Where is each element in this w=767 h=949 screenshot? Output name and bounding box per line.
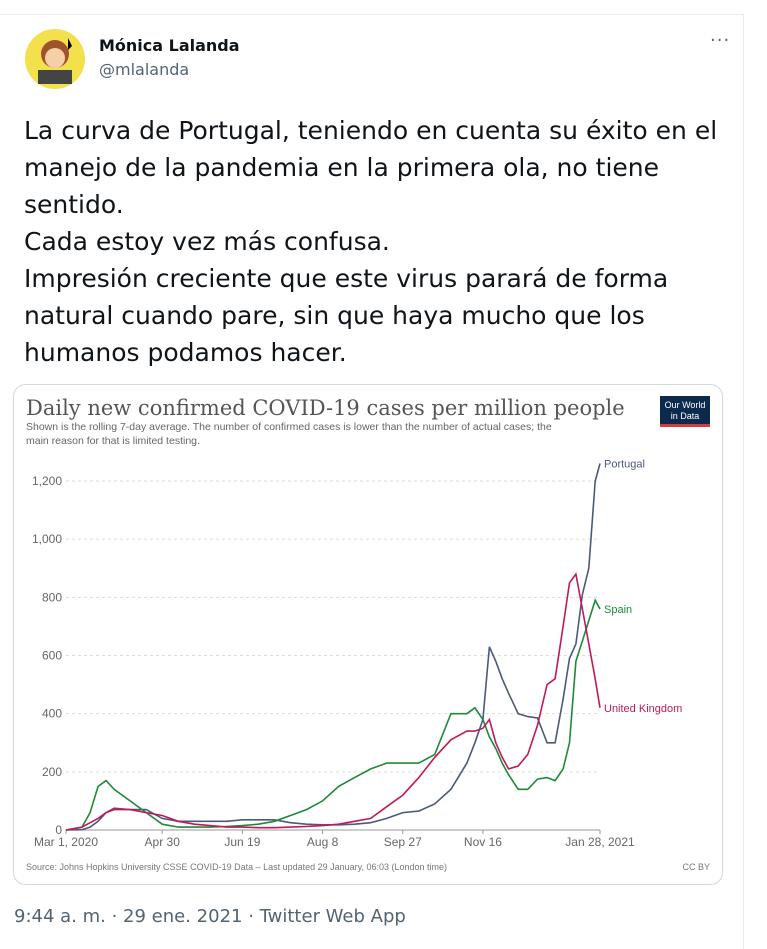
series-line xyxy=(65,572,601,831)
card-border xyxy=(13,384,723,885)
x-tick-label: Jun 19 xyxy=(224,835,260,849)
logo-text: in Data xyxy=(671,411,700,421)
y-tick-label: 600 xyxy=(42,649,62,663)
x-tick-label: Jan 28, 2021 xyxy=(565,835,635,849)
more-button[interactable]: ··· xyxy=(710,30,731,51)
logo xyxy=(660,424,710,427)
user-handle[interactable]: @mlalanda xyxy=(99,60,190,79)
x-tick-label: Aug 8 xyxy=(307,835,339,849)
series-label: Portugal xyxy=(604,459,645,471)
y-tick-label: 800 xyxy=(42,590,62,604)
tweet-paragraph: La curva de Portugal, teniendo en cuenta… xyxy=(24,116,718,219)
x-tick-label: Sep 27 xyxy=(384,835,422,849)
y-tick-label: 1,000 xyxy=(32,532,62,546)
series-label: Spain xyxy=(604,604,632,616)
chart-title: Daily new confirmed COVID-19 cases per m… xyxy=(26,396,625,420)
x-tick-label: Mar 1, 2020 xyxy=(34,835,98,849)
source: Source: Johns Hopkins University CSSE CO… xyxy=(26,862,447,872)
series-label: United Kingdom xyxy=(604,703,682,715)
user-name[interactable]: Mónica Lalanda xyxy=(99,36,240,55)
logo-text: Our World xyxy=(665,400,706,410)
avatar[interactable] xyxy=(24,28,86,90)
divider xyxy=(0,14,744,15)
tweet-paragraph: Cada estoy vez más confusa. xyxy=(24,227,390,256)
chart[interactable]: Daily new confirmed COVID-19 cases per m… xyxy=(13,384,724,886)
timestamp[interactable]: 9:44 a. m. · 29 ene. 2021 · Twitter Web … xyxy=(14,906,406,927)
license: CC BY xyxy=(682,862,710,872)
y-tick-label: 200 xyxy=(42,765,62,779)
chart-subtitle: Shown is the rolling 7-day average. The … xyxy=(26,421,552,433)
x-tick-label: Apr 30 xyxy=(145,835,181,849)
chart-subtitle: main reason for that is limited testing. xyxy=(26,435,200,447)
logo xyxy=(660,396,710,426)
series-line xyxy=(65,598,601,831)
y-tick-label: 0 xyxy=(55,823,62,837)
tweet-paragraph: Impresión creciente que este virus parar… xyxy=(24,264,669,367)
divider xyxy=(743,14,744,949)
y-tick-label: 400 xyxy=(42,707,62,721)
y-tick-label: 1,200 xyxy=(32,474,62,488)
x-tick-label: Nov 16 xyxy=(464,835,502,849)
tweet-text: La curva de Portugal, teniendo en cuenta… xyxy=(24,112,736,371)
